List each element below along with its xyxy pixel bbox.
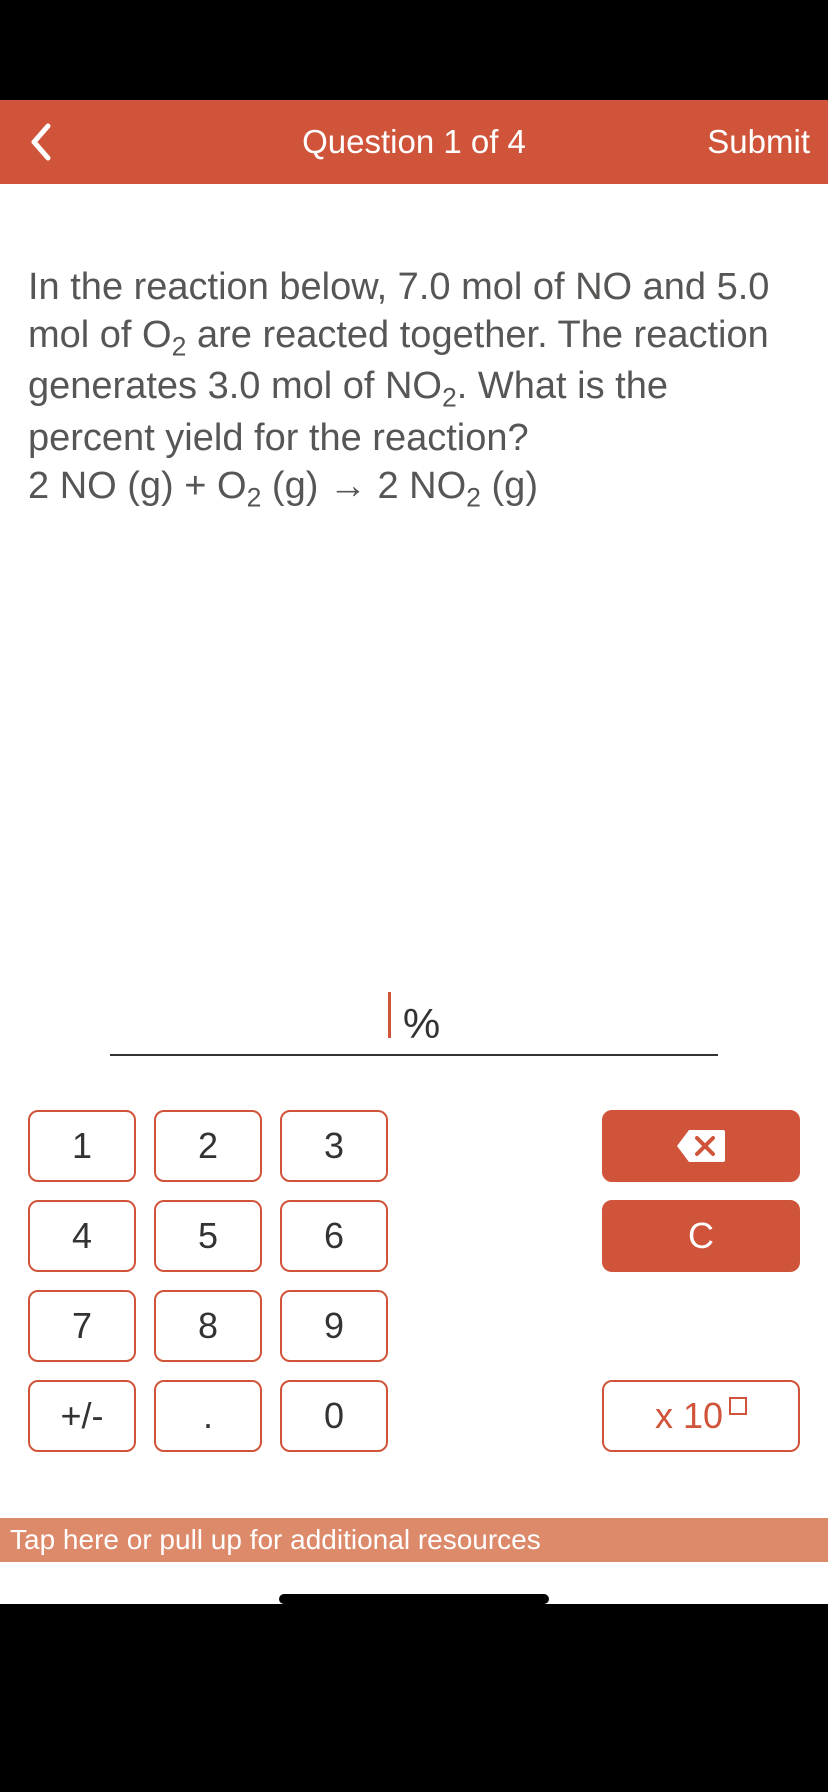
status-bar xyxy=(0,0,828,100)
key-exponent[interactable]: x 10 xyxy=(602,1380,800,1452)
answer-line: % xyxy=(110,992,718,1056)
key-decimal[interactable]: . xyxy=(154,1380,262,1452)
key-clear[interactable]: C xyxy=(602,1200,800,1272)
key-8[interactable]: 8 xyxy=(154,1290,262,1362)
page-title: Question 1 of 4 xyxy=(302,123,526,161)
key-7[interactable]: 7 xyxy=(28,1290,136,1362)
answer-unit: % xyxy=(403,1000,440,1048)
cursor xyxy=(388,992,391,1038)
back-button[interactable] xyxy=(18,120,62,164)
question-content: In the reaction below, 7.0 mol of NO and… xyxy=(0,184,828,514)
key-4[interactable]: 4 xyxy=(28,1200,136,1272)
key-0[interactable]: 0 xyxy=(280,1380,388,1452)
key-2[interactable]: 2 xyxy=(154,1110,262,1182)
exponent-box-icon xyxy=(729,1397,747,1415)
resources-label: Tap here or pull up for additional resou… xyxy=(10,1524,541,1556)
question-text: In the reaction below, 7.0 mol of NO and… xyxy=(28,264,800,514)
key-5[interactable]: 5 xyxy=(154,1200,262,1272)
key-1[interactable]: 1 xyxy=(28,1110,136,1182)
key-backspace[interactable] xyxy=(602,1110,800,1182)
key-3[interactable]: 3 xyxy=(280,1110,388,1182)
resources-bar[interactable]: Tap here or pull up for additional resou… xyxy=(0,1518,828,1562)
key-9[interactable]: 9 xyxy=(280,1290,388,1362)
key-6[interactable]: 6 xyxy=(280,1200,388,1272)
submit-button[interactable]: Submit xyxy=(707,123,810,161)
backspace-icon xyxy=(675,1128,727,1164)
bottom-black-bar xyxy=(0,1604,828,1792)
home-indicator xyxy=(279,1594,549,1604)
answer-input-area[interactable]: % xyxy=(0,992,828,1056)
key-plus-minus[interactable]: +/- xyxy=(28,1380,136,1452)
nav-bar: Question 1 of 4 Submit xyxy=(0,100,828,184)
chevron-left-icon xyxy=(28,122,52,162)
home-indicator-wrap xyxy=(0,1594,828,1604)
keypad: 1 2 3 4 5 6 C 7 8 9 +/- . 0 x 10 xyxy=(0,1110,828,1470)
